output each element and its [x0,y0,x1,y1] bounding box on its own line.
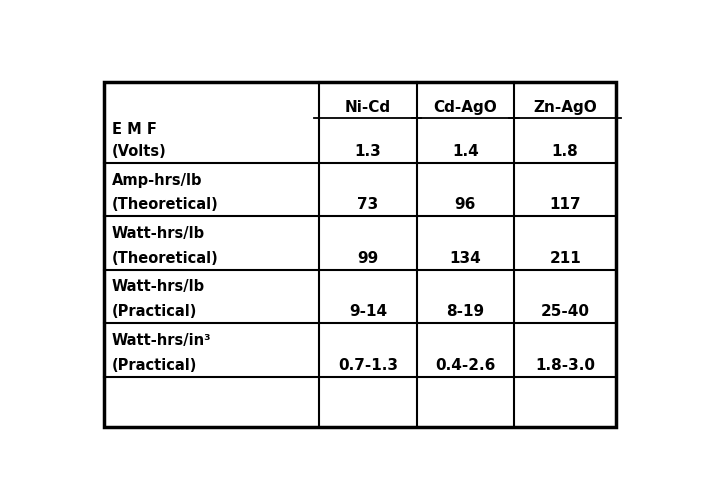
Text: 1.3: 1.3 [354,144,381,159]
Text: 9-14: 9-14 [349,304,387,319]
Text: (Practical): (Practical) [112,304,198,319]
Text: 0.4-2.6: 0.4-2.6 [435,358,496,372]
Text: Watt-hrs/in³: Watt-hrs/in³ [112,333,212,348]
Text: 134: 134 [449,251,481,266]
Text: Amp-hrs/lb: Amp-hrs/lb [112,173,202,187]
Text: 99: 99 [357,251,379,266]
Text: 25-40: 25-40 [541,304,590,319]
Text: (Volts): (Volts) [112,144,167,159]
Text: Cd-AgO: Cd-AgO [434,99,497,115]
Text: Watt-hrs/lb: Watt-hrs/lb [112,279,205,294]
Text: (Theoretical): (Theoretical) [112,197,219,213]
Text: 1.8-3.0: 1.8-3.0 [535,358,595,372]
Text: 117: 117 [549,197,581,213]
Text: 96: 96 [455,197,476,213]
Text: 211: 211 [549,251,581,266]
Text: 1.4: 1.4 [452,144,479,159]
Text: Zn-AgO: Zn-AgO [534,99,597,115]
Text: 1.8: 1.8 [552,144,579,159]
Text: (Practical): (Practical) [112,358,198,372]
Text: Ni-Cd: Ni-Cd [345,99,391,115]
Text: (Theoretical): (Theoretical) [112,251,219,266]
Text: E M F: E M F [112,123,157,137]
Text: Watt-hrs/lb: Watt-hrs/lb [112,226,205,241]
Text: 8-19: 8-19 [446,304,484,319]
Text: 73: 73 [357,197,379,213]
Text: 0.7-1.3: 0.7-1.3 [338,358,398,372]
